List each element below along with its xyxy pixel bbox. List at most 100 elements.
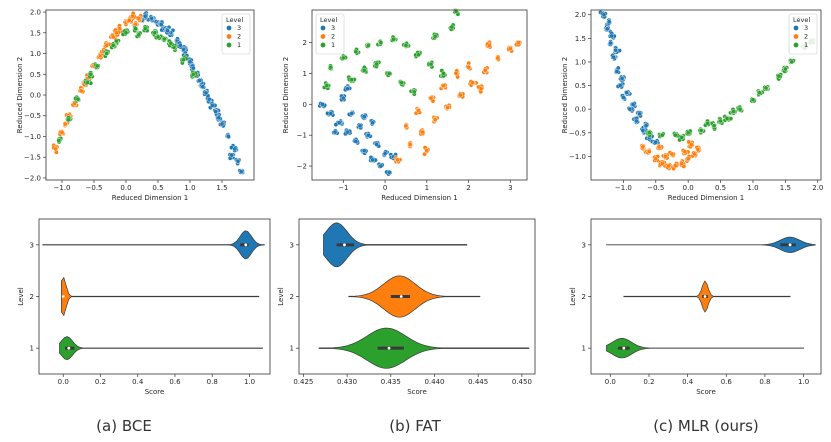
x-tick-label: −0.5 (86, 184, 103, 192)
scatter-point (136, 16, 142, 21)
scatter-point (320, 101, 325, 107)
scatter-point (114, 30, 119, 36)
series-2 (639, 139, 702, 171)
scatter-point (637, 111, 642, 117)
x-tick-label: −1 (338, 184, 348, 192)
violin-body (61, 276, 260, 317)
y-tick-label: 1 (303, 70, 307, 78)
MLR-score-axes: 0.0 0.2 0.4 0.6 0.8 1.0 3 2 1 Score Level (569, 218, 822, 396)
violin-median (622, 346, 626, 350)
scatter-point (608, 40, 613, 46)
violin-3 (323, 222, 468, 268)
y-axis-label: Level (277, 287, 285, 306)
scatter-point (441, 83, 446, 89)
scatter-point (155, 34, 161, 40)
violin-body (348, 275, 481, 318)
scatter-point (197, 78, 202, 83)
x-tick-label: −1.0 (615, 184, 632, 192)
scatter-point (213, 109, 218, 114)
scatter-point (395, 157, 400, 163)
y-tick-label: 1.5 (30, 29, 41, 37)
series-3 (598, 10, 661, 146)
scatter-point (663, 154, 668, 159)
legend-title: Level (793, 16, 810, 24)
violin-median (61, 295, 65, 298)
x-axis-label: Score (696, 388, 716, 396)
scatter-point (142, 26, 148, 31)
y-tick-label: 3 (30, 241, 34, 249)
scatter-point (345, 86, 350, 92)
scatter-point (178, 42, 183, 48)
x-tick-label: 0 (383, 184, 387, 192)
x-tick-label: 0.8 (207, 378, 218, 386)
scatter-point (203, 90, 209, 96)
x-tick-label: 0.430 (337, 378, 357, 386)
scatter-point (466, 64, 471, 70)
scatter-point (181, 47, 186, 52)
y-tick-label: −0.5 (24, 112, 41, 120)
violin-body (323, 222, 468, 268)
scatter-point (453, 71, 459, 76)
scatter-point (235, 159, 241, 164)
scatter-point (349, 77, 354, 82)
scatter-point (349, 111, 354, 116)
scatter-point (669, 151, 675, 157)
scatter-point (403, 43, 409, 48)
scatter-point (374, 61, 379, 67)
scatter-point (328, 111, 334, 116)
scatter-point (361, 148, 367, 153)
BCE-score-axes: 0.0 0.2 0.4 0.6 0.8 1.0 3 2 1 Score Level (17, 218, 271, 396)
scatter-point (617, 83, 623, 88)
scatter-point (666, 163, 672, 169)
scatter-point (453, 9, 459, 14)
scatter-point (750, 97, 756, 102)
x-tick-label: 0.5 (715, 184, 726, 192)
y-tick-label: 3 (290, 241, 294, 249)
legend-label-3: 3 (331, 24, 335, 32)
scatter-point (659, 132, 665, 138)
x-tick-label: −0.5 (647, 184, 664, 192)
x-tick-label: 0.435 (381, 378, 401, 386)
series-1 (56, 24, 199, 145)
violin-median (343, 243, 346, 247)
x-tick-label: 0.425 (293, 378, 313, 386)
scatter-point (457, 92, 463, 98)
scatter-point (679, 135, 684, 140)
scatter-point (482, 67, 488, 73)
violin-1 (318, 327, 530, 369)
scatter-point (621, 95, 626, 100)
scatter-point (432, 33, 438, 39)
legend-label-1: 1 (237, 41, 241, 49)
scatter-point (386, 71, 392, 76)
violin-body (42, 230, 265, 260)
scatter-point (378, 163, 384, 169)
violin-median (788, 243, 792, 247)
y-axis-label: Reduced Dimension 2 (16, 57, 24, 133)
x-tick-label: 0.8 (759, 378, 770, 386)
scatter-point (416, 52, 421, 58)
scatter-point (619, 76, 625, 81)
legend-marker-3 (226, 25, 232, 31)
legend-marker-2 (320, 34, 326, 39)
y-axis-label: Reduced Dimension 2 (561, 57, 569, 133)
scatter-point (685, 156, 691, 162)
scatter-point (624, 90, 629, 95)
scatter-point (424, 148, 430, 153)
legend-label-1: 1 (804, 41, 808, 49)
scatter-point (370, 157, 375, 163)
scatter-point (679, 161, 684, 166)
scatter-point (382, 151, 388, 157)
series-2 (393, 39, 523, 164)
y-tick-label: 2 (290, 293, 294, 301)
scatter-point (698, 128, 704, 133)
scatter-point (407, 142, 413, 147)
scatter-point (495, 55, 501, 61)
scatter-point (653, 156, 659, 162)
x-tick-label: 0.4 (132, 378, 144, 386)
scatter-point (685, 130, 691, 136)
y-tick-label: −0.5 (569, 129, 586, 137)
scatter-point (705, 121, 710, 126)
x-tick-label: 1 (425, 184, 429, 192)
scatter-point (783, 66, 788, 72)
